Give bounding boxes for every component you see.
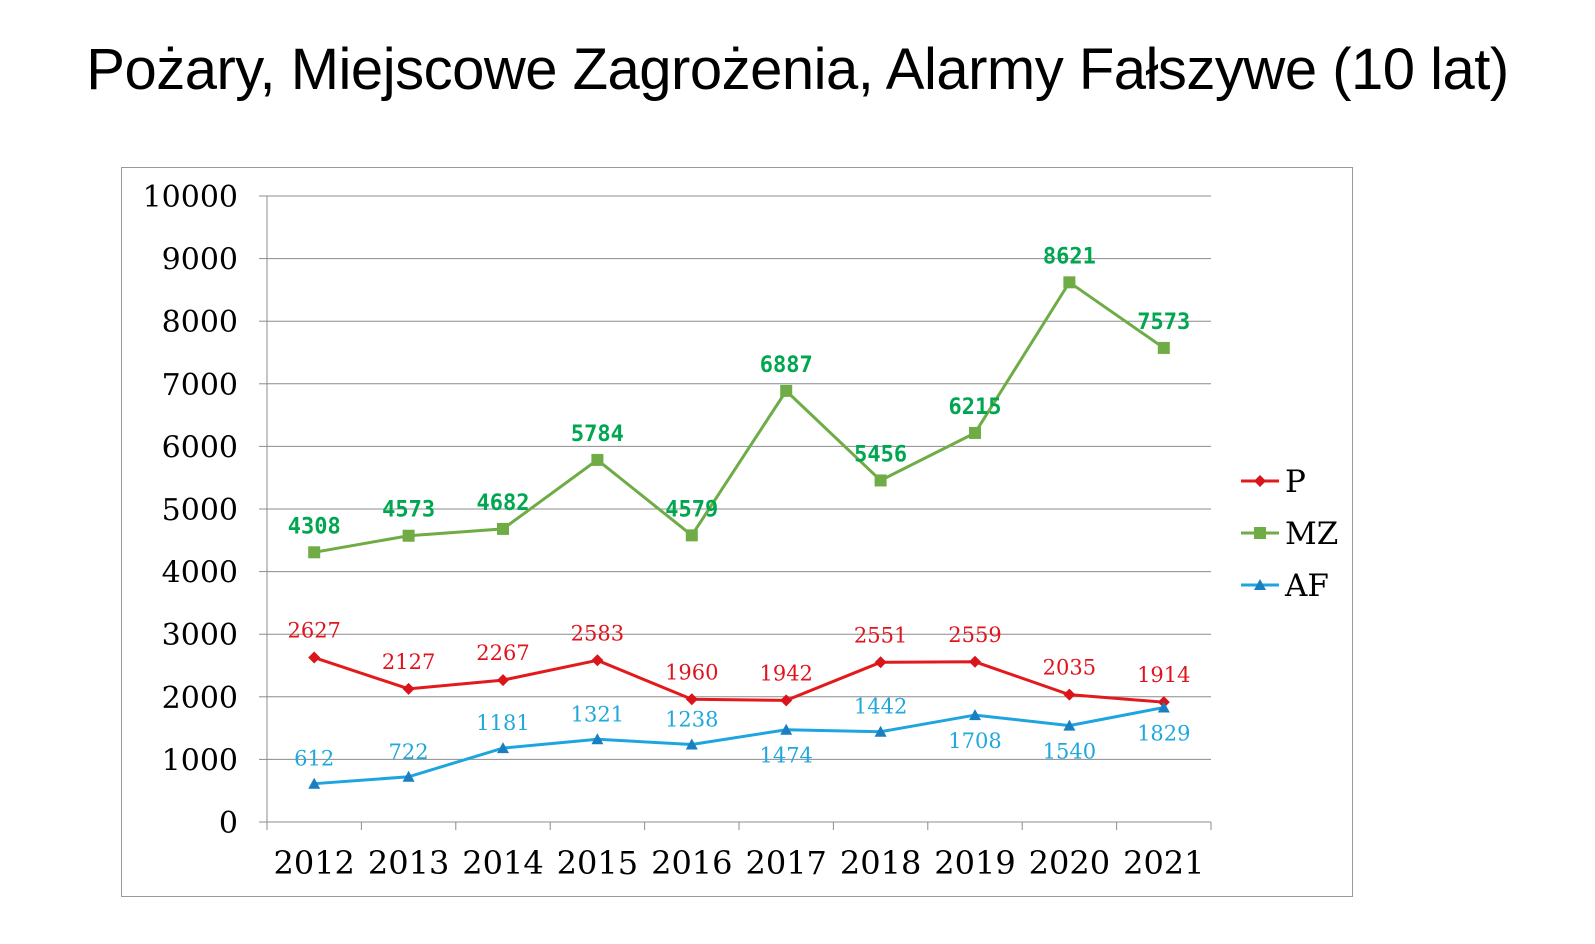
y-tick-label: 2000 — [162, 681, 238, 716]
data-label-af: 1238 — [665, 708, 718, 732]
data-label-p: 2127 — [382, 650, 435, 674]
data-point-p — [874, 656, 887, 669]
y-tick-label: 7000 — [162, 368, 238, 403]
data-point-af — [780, 723, 793, 735]
series-line-af — [314, 706, 1165, 786]
data-label-mz: 6215 — [949, 395, 1002, 420]
data-label-af: 1181 — [476, 711, 529, 735]
data-label-p: 2551 — [854, 623, 907, 647]
legend-marker-af — [1254, 579, 1266, 590]
data-point-af — [874, 725, 887, 737]
data-point-af — [685, 738, 698, 750]
data-label-af: 1474 — [759, 744, 812, 768]
x-tick-label: 2013 — [368, 844, 449, 882]
data-point-af — [308, 777, 321, 789]
data-point-mz — [497, 522, 509, 535]
data-point-af — [1157, 701, 1170, 713]
data-point-p — [685, 693, 698, 706]
data-label-mz: 4573 — [382, 498, 435, 523]
legend-label-af: AF — [1284, 568, 1329, 604]
data-point-af — [1063, 719, 1076, 731]
data-point-p — [780, 694, 793, 707]
x-tick-label: 2016 — [651, 844, 732, 882]
data-point-mz — [308, 546, 321, 559]
data-label-p: 2267 — [476, 641, 529, 665]
data-label-mz: 4682 — [477, 491, 530, 516]
data-label-mz: 5784 — [571, 422, 624, 447]
data-point-mz — [1063, 276, 1076, 289]
data-point-p — [308, 651, 321, 664]
x-tick-label: 2018 — [840, 844, 921, 882]
data-point-af — [497, 742, 509, 754]
y-tick-label: 10000 — [143, 180, 238, 215]
x-tick-label: 2021 — [1123, 844, 1204, 882]
data-label-p: 2627 — [287, 619, 340, 643]
data-label-p: 1960 — [665, 660, 718, 684]
data-label-af: 1321 — [571, 702, 624, 726]
data-point-mz — [402, 529, 415, 542]
x-tick-label: 2012 — [273, 844, 354, 882]
data-label-af: 612 — [294, 747, 334, 771]
data-point-p — [497, 674, 509, 687]
data-point-af — [402, 770, 415, 782]
data-point-mz — [591, 453, 604, 466]
data-label-p: 2559 — [948, 623, 1001, 647]
data-point-af — [969, 709, 981, 721]
data-point-mz — [874, 474, 887, 487]
y-tick-label: 3000 — [162, 618, 238, 653]
legend-marker-mz — [1254, 527, 1266, 539]
y-tick-label: 5000 — [162, 493, 238, 528]
data-label-af: 1442 — [854, 695, 907, 719]
legend-marker-p — [1254, 475, 1266, 487]
y-tick-label: 1000 — [162, 743, 238, 778]
data-point-mz — [685, 529, 698, 542]
y-tick-label: 4000 — [162, 556, 238, 591]
data-label-mz: 5456 — [854, 442, 907, 467]
data-label-af: 1540 — [1043, 740, 1096, 764]
series-line-p — [313, 656, 1164, 704]
data-point-p — [1063, 688, 1076, 701]
data-label-mz: 4579 — [665, 497, 718, 522]
x-tick-label: 2020 — [1029, 844, 1110, 882]
data-label-p: 2035 — [1043, 656, 1096, 680]
data-point-mz — [969, 426, 981, 439]
x-tick-label: 2014 — [462, 844, 543, 882]
x-tick-label: 2015 — [557, 844, 638, 882]
series-line-mz — [313, 280, 1165, 554]
data-label-mz: 7573 — [1137, 310, 1190, 335]
data-label-p: 1942 — [759, 661, 812, 685]
legend-label-p: P — [1285, 464, 1306, 500]
chart-title: Pożary, Miejscowe Zagrożenia, Alarmy Fał… — [86, 37, 1509, 102]
data-label-af: 1829 — [1137, 722, 1190, 746]
data-point-mz — [1157, 341, 1170, 354]
legend-label-mz: MZ — [1285, 516, 1338, 552]
chart-frame — [121, 167, 1353, 897]
data-label-af: 722 — [389, 740, 429, 764]
data-point-p — [969, 655, 981, 668]
data-label-p: 1914 — [1137, 663, 1190, 687]
data-point-p — [591, 654, 604, 667]
y-tick-label: 8000 — [162, 305, 238, 340]
data-point-p — [402, 682, 415, 695]
data-label-mz: 6887 — [760, 353, 813, 378]
y-tick-label: 6000 — [162, 430, 238, 465]
x-tick-label: 2017 — [745, 844, 826, 882]
data-label-mz: 4308 — [288, 514, 341, 539]
data-point-mz — [780, 384, 793, 397]
data-label-p: 2583 — [571, 621, 624, 645]
data-point-af — [591, 733, 604, 745]
data-label-mz: 8621 — [1043, 244, 1096, 269]
y-tick-label: 9000 — [162, 243, 238, 278]
data-label-af: 1708 — [948, 729, 1001, 753]
y-tick-label: 0 — [219, 806, 238, 841]
x-tick-label: 2019 — [934, 844, 1015, 882]
